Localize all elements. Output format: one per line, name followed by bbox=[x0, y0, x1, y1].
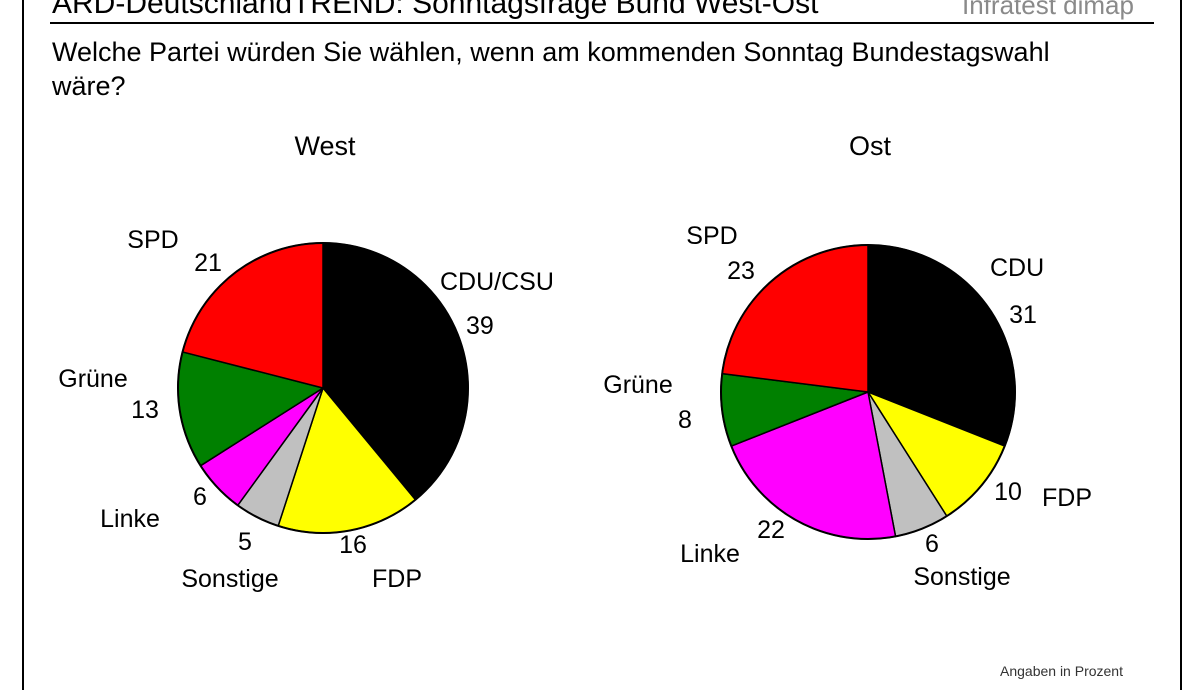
value-label: 16 bbox=[339, 531, 367, 559]
category-label: Linke bbox=[100, 505, 160, 533]
chart-title-ost: Ost bbox=[849, 131, 892, 161]
category-label: Grüne bbox=[603, 371, 672, 399]
pie-charts: West Ost CDU/CSU39FDP16Sonstige5Linke6Gr… bbox=[58, 131, 1092, 593]
value-label: 31 bbox=[1009, 301, 1037, 329]
brand-logo-text: Infratest dimap bbox=[962, 0, 1134, 20]
survey-question: Welche Partei würden Sie wählen, wenn am… bbox=[52, 37, 1050, 101]
category-label: Sonstige bbox=[913, 563, 1010, 591]
value-label: 6 bbox=[193, 483, 207, 511]
value-label: 5 bbox=[238, 528, 252, 556]
pie-ost bbox=[720, 244, 1016, 540]
category-label: CDU bbox=[990, 254, 1044, 282]
unit-credit: Angaben in Prozent bbox=[1000, 663, 1123, 679]
page-title: ARD-DeutschlandTREND: Sonntagsfrage Bund… bbox=[52, 0, 819, 20]
category-label: FDP bbox=[1042, 484, 1092, 512]
category-label: SPD bbox=[686, 222, 737, 250]
value-label: 8 bbox=[678, 406, 692, 434]
pie-outline bbox=[177, 242, 469, 534]
category-label: FDP bbox=[372, 565, 422, 593]
category-label: Grüne bbox=[58, 365, 127, 393]
category-label: SPD bbox=[127, 226, 178, 254]
value-label: 39 bbox=[466, 312, 494, 340]
value-label: 6 bbox=[925, 530, 939, 558]
pie-outline bbox=[720, 244, 1016, 540]
category-label: Sonstige bbox=[181, 565, 278, 593]
value-label: 22 bbox=[757, 516, 785, 544]
pie-west bbox=[177, 242, 469, 534]
value-label: 21 bbox=[194, 249, 222, 277]
value-label: 23 bbox=[727, 257, 755, 285]
chart-frame bbox=[22, 0, 1182, 690]
value-label: 13 bbox=[131, 396, 159, 424]
category-label: CDU/CSU bbox=[440, 268, 554, 296]
header-divider bbox=[50, 22, 1154, 24]
category-label: Linke bbox=[680, 540, 740, 568]
value-label: 10 bbox=[994, 478, 1022, 506]
chart-title-west: West bbox=[294, 131, 356, 161]
